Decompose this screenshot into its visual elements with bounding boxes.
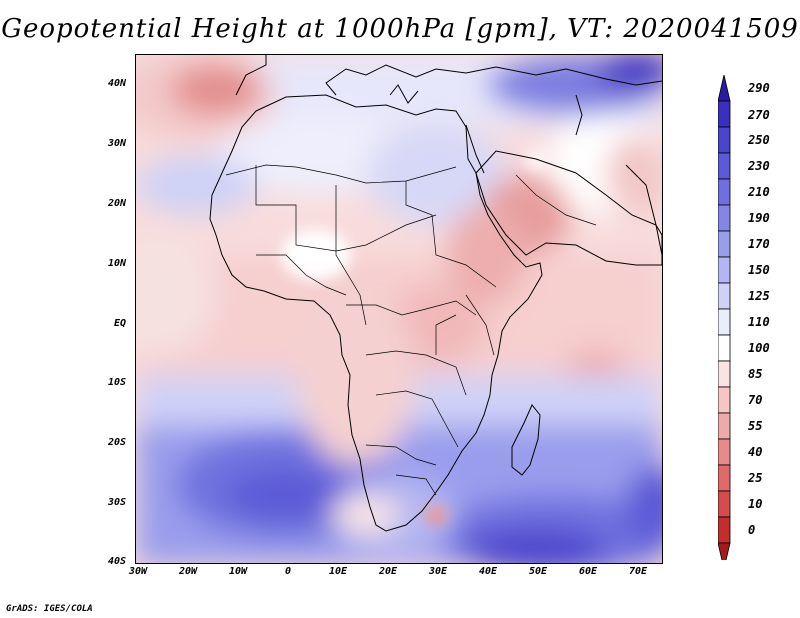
colorbar-segment (718, 204, 731, 232)
lat-label-eq: EQ (114, 318, 127, 329)
colorbar-segment (718, 542, 731, 560)
colorbar-segment (718, 230, 731, 258)
colorbar-segment (718, 282, 731, 310)
lon-label-40e: 40E (478, 566, 498, 577)
colorbar-label: 25 (748, 471, 763, 485)
lon-label-20w: 20W (178, 566, 198, 577)
lon-label-60e: 60E (578, 566, 598, 577)
colorbar-label: 270 (748, 108, 770, 122)
lon-label-0: 0 (284, 566, 292, 577)
colorbar-segment (718, 100, 731, 128)
colorbar-segment (718, 360, 731, 388)
colorbar-segment (718, 438, 731, 466)
colorbar-label: 290 (748, 81, 770, 95)
lon-label-20e: 20E (378, 566, 398, 577)
colorbar-label: 70 (748, 393, 763, 407)
lon-label-70e: 70E (628, 566, 648, 577)
lat-label-20s: 20S (108, 437, 127, 448)
colorbar-label: 100 (748, 341, 770, 355)
lon-label-30e: 30E (428, 566, 448, 577)
colorbar-segment (718, 334, 731, 362)
lat-label-40s: 40S (108, 556, 127, 567)
lat-label-10n: 10N (108, 258, 127, 269)
colorbar-label: 0 (748, 523, 756, 537)
colorbar-label: 125 (748, 289, 770, 303)
colorbar-label: 210 (748, 185, 770, 199)
colorbar-label: 170 (748, 237, 770, 251)
colorbar-label: 250 (748, 133, 770, 147)
lat-label-20n: 20N (108, 198, 127, 209)
colorbar-label: 55 (748, 419, 763, 433)
colorbar-label: 230 (748, 159, 770, 173)
lat-label-10s: 10S (108, 377, 127, 388)
colorbar-segment (718, 464, 731, 492)
colorbar-label: 10 (748, 497, 763, 511)
lon-label-10e: 10E (328, 566, 348, 577)
colorbar-segment (718, 308, 731, 336)
lon-label-50e: 50E (528, 566, 548, 577)
colorbar-segment (718, 126, 731, 154)
country-borders (225, 164, 597, 496)
colorbar-segment (718, 412, 731, 440)
colorbar-label: 190 (748, 211, 770, 225)
geopotential-map (136, 55, 662, 563)
field-smooth-layer (136, 55, 662, 563)
colorbar-segment (718, 490, 731, 518)
lon-label-10w: 10W (228, 566, 248, 577)
map-panel (135, 54, 663, 564)
colorbar-segment (718, 178, 731, 206)
colorbar-label: 110 (748, 315, 770, 329)
colorbar-segment (718, 256, 731, 284)
lat-label-30s: 30S (108, 497, 127, 508)
map-title: Geopotential Height at 1000hPa [gpm], VT… (1, 14, 799, 44)
lat-label-40n: 40N (108, 78, 127, 89)
grads-credit: GrADS: IGES/COLA (6, 604, 93, 614)
colorbar-label: 85 (748, 367, 763, 381)
lat-label-30n: 30N (108, 138, 127, 149)
colorbar-segment (718, 152, 731, 180)
colorbar-segment (718, 386, 731, 414)
colorbar-label: 150 (748, 263, 770, 277)
colorbar-segment (718, 74, 731, 102)
colorbar (718, 74, 731, 560)
colorbar-segment (718, 516, 731, 544)
coastlines (209, 55, 662, 532)
lon-label-30w: 30W (128, 566, 148, 577)
colorbar-label: 40 (748, 445, 763, 459)
